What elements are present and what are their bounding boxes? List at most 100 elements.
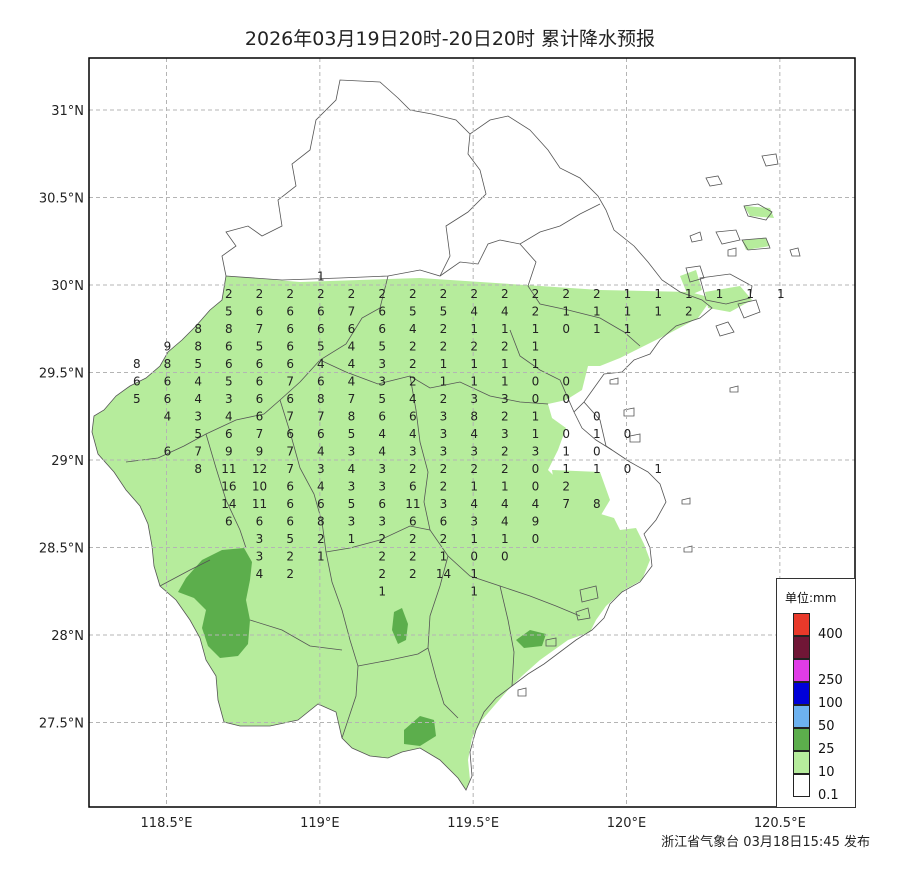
precipitation-value: 3 bbox=[194, 409, 202, 423]
precipitation-value: 2 bbox=[378, 287, 386, 301]
precipitation-value: 5 bbox=[440, 304, 448, 318]
precipitation-value: 4 bbox=[317, 357, 325, 371]
precipitation-value: 0 bbox=[562, 392, 570, 406]
precipitation-value: 6 bbox=[286, 427, 294, 441]
legend: 单位:mm 400 250 100 50 25 10 0.1 bbox=[776, 578, 856, 808]
precipitation-value: 1 bbox=[746, 287, 754, 301]
precipitation-value: 1 bbox=[532, 322, 540, 336]
precipitation-value: 1 bbox=[440, 374, 448, 388]
precipitation-value: 6 bbox=[317, 427, 325, 441]
precipitation-value: 1 bbox=[470, 374, 478, 388]
precipitation-value: 6 bbox=[378, 409, 386, 423]
precipitation-value: 6 bbox=[225, 357, 233, 371]
precipitation-value: 2 bbox=[409, 339, 417, 353]
moderate-rain-area bbox=[404, 716, 436, 746]
precipitation-value: 3 bbox=[440, 427, 448, 441]
precipitation-value: 2 bbox=[317, 532, 325, 546]
precipitation-value: 3 bbox=[501, 427, 509, 441]
lat-tick-label: 30.5°N bbox=[39, 192, 84, 207]
precipitation-value: 4 bbox=[348, 462, 356, 476]
precipitation-value: 5 bbox=[225, 374, 233, 388]
precipitation-value: 1 bbox=[348, 532, 356, 546]
precipitation-value: 3 bbox=[378, 514, 386, 528]
precipitation-value: 2 bbox=[501, 287, 509, 301]
precipitation-value: 2 bbox=[440, 462, 448, 476]
precipitation-value: 6 bbox=[164, 444, 172, 458]
precipitation-value: 1 bbox=[532, 409, 540, 423]
precipitation-value: 6 bbox=[256, 392, 264, 406]
precipitation-value: 1 bbox=[317, 269, 325, 283]
precipitation-value: 11 bbox=[405, 497, 420, 511]
precipitation-value: 2 bbox=[440, 532, 448, 546]
precipitation-value: 8 bbox=[164, 357, 172, 371]
precipitation-value: 3 bbox=[378, 479, 386, 493]
precipitation-value: 4 bbox=[194, 392, 202, 406]
precipitation-value: 11 bbox=[252, 497, 267, 511]
precipitation-value: 4 bbox=[194, 374, 202, 388]
precipitation-value: 6 bbox=[164, 374, 172, 388]
precipitation-value: 3 bbox=[378, 357, 386, 371]
precipitation-value: 6 bbox=[164, 392, 172, 406]
map-grid bbox=[89, 58, 855, 807]
precipitation-value: 6 bbox=[256, 514, 264, 528]
precipitation-value: 2 bbox=[470, 287, 478, 301]
precipitation-value: 7 bbox=[286, 444, 294, 458]
precipitation-value: 3 bbox=[501, 392, 509, 406]
precipitation-value: 6 bbox=[409, 409, 417, 423]
precipitation-value: 4 bbox=[532, 497, 540, 511]
precipitation-value: 4 bbox=[317, 444, 325, 458]
legend-label: 100 bbox=[818, 696, 843, 711]
precipitation-value: 1 bbox=[562, 444, 570, 458]
precipitation-value: 2 bbox=[501, 339, 509, 353]
legend-label: 250 bbox=[818, 673, 843, 688]
precipitation-value: 1 bbox=[593, 322, 601, 336]
precipitation-value: 4 bbox=[378, 444, 386, 458]
precipitation-value: 14 bbox=[436, 567, 451, 581]
precipitation-value: 3 bbox=[256, 549, 264, 563]
precipitation-value: 6 bbox=[256, 409, 264, 423]
precipitation-value: 3 bbox=[348, 444, 356, 458]
precipitation-value: 3 bbox=[532, 444, 540, 458]
precipitation-value: 3 bbox=[470, 444, 478, 458]
precipitation-value: 6 bbox=[348, 322, 356, 336]
precipitation-value: 2 bbox=[409, 357, 417, 371]
precipitation-value: 2 bbox=[501, 409, 509, 423]
precipitation-value: 12 bbox=[252, 462, 267, 476]
precipitation-value: 3 bbox=[440, 444, 448, 458]
precipitation-value: 3 bbox=[225, 392, 233, 406]
precipitation-value: 1 bbox=[470, 584, 478, 598]
precipitation-value: 0 bbox=[532, 479, 540, 493]
precipitation-value: 2 bbox=[440, 479, 448, 493]
precipitation-value: 4 bbox=[348, 357, 356, 371]
precipitation-value: 4 bbox=[470, 304, 478, 318]
islands bbox=[517, 153, 801, 697]
precipitation-value: 2 bbox=[470, 339, 478, 353]
lat-tick-label: 28.5°N bbox=[39, 542, 84, 557]
boundary-lines bbox=[91, 79, 713, 791]
legend-swatch bbox=[793, 751, 810, 774]
precipitation-value: 8 bbox=[470, 409, 478, 423]
precipitation-value: 6 bbox=[317, 322, 325, 336]
precipitation-value: 4 bbox=[225, 409, 233, 423]
precipitation-value: 1 bbox=[501, 374, 509, 388]
precipitation-value: 0 bbox=[593, 409, 601, 423]
precipitation-value: 2 bbox=[593, 287, 601, 301]
precipitation-value: 1 bbox=[440, 357, 448, 371]
lon-tick-label: 120.5°E bbox=[754, 816, 806, 831]
precipitation-value: 1 bbox=[593, 462, 601, 476]
precipitation-value: 4 bbox=[470, 497, 478, 511]
precipitation-value: 2 bbox=[685, 304, 693, 318]
precipitation-value: 1 bbox=[378, 584, 386, 598]
lon-tick-label: 119°E bbox=[300, 816, 340, 831]
precipitation-value: 6 bbox=[378, 304, 386, 318]
lon-tick-label: 120°E bbox=[607, 816, 647, 831]
legend-swatch bbox=[793, 682, 810, 705]
precipitation-value: 2 bbox=[409, 549, 417, 563]
precipitation-value: 3 bbox=[348, 479, 356, 493]
precipitation-value: 9 bbox=[225, 444, 233, 458]
precipitation-value: 2 bbox=[286, 567, 294, 581]
precipitation-value: 7 bbox=[348, 304, 356, 318]
precipitation-value: 0 bbox=[624, 462, 632, 476]
precipitation-value: 2 bbox=[225, 287, 233, 301]
precipitation-value: 1 bbox=[685, 287, 693, 301]
